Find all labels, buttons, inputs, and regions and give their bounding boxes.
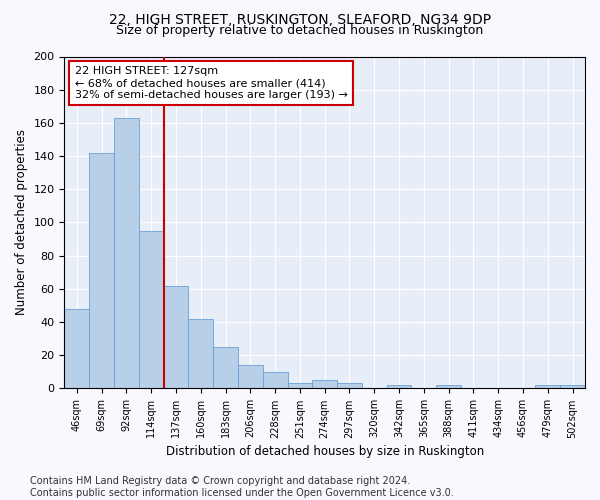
Bar: [263, 372, 287, 388]
Text: 22, HIGH STREET, RUSKINGTON, SLEAFORD, NG34 9DP: 22, HIGH STREET, RUSKINGTON, SLEAFORD, N…: [109, 12, 491, 26]
Y-axis label: Number of detached properties: Number of detached properties: [15, 130, 28, 316]
Bar: [386, 385, 412, 388]
Text: Contains HM Land Registry data © Crown copyright and database right 2024.
Contai: Contains HM Land Registry data © Crown c…: [30, 476, 454, 498]
Bar: [238, 365, 263, 388]
Bar: [188, 318, 213, 388]
Bar: [164, 286, 188, 389]
Bar: [139, 231, 164, 388]
X-axis label: Distribution of detached houses by size in Ruskington: Distribution of detached houses by size …: [166, 444, 484, 458]
Bar: [114, 118, 139, 388]
Bar: [337, 384, 362, 388]
Bar: [287, 384, 313, 388]
Bar: [313, 380, 337, 388]
Bar: [89, 153, 114, 388]
Text: 22 HIGH STREET: 127sqm
← 68% of detached houses are smaller (414)
32% of semi-de: 22 HIGH STREET: 127sqm ← 68% of detached…: [75, 66, 347, 100]
Bar: [436, 385, 461, 388]
Bar: [64, 309, 89, 388]
Text: Size of property relative to detached houses in Ruskington: Size of property relative to detached ho…: [116, 24, 484, 37]
Bar: [213, 347, 238, 389]
Bar: [535, 385, 560, 388]
Bar: [560, 385, 585, 388]
